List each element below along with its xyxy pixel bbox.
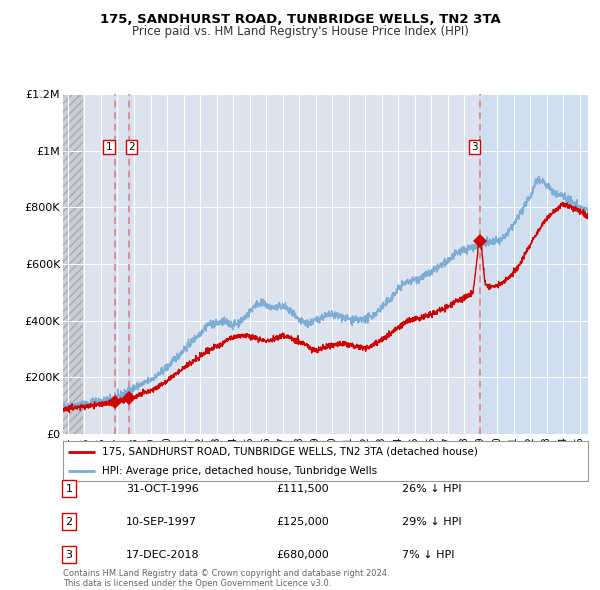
Text: 2: 2 xyxy=(128,142,135,152)
Text: 175, SANDHURST ROAD, TUNBRIDGE WELLS, TN2 3TA (detached house): 175, SANDHURST ROAD, TUNBRIDGE WELLS, TN… xyxy=(103,447,478,457)
Text: 29% ↓ HPI: 29% ↓ HPI xyxy=(402,517,461,526)
Text: 3: 3 xyxy=(65,550,73,559)
Text: 1: 1 xyxy=(106,142,112,152)
Text: 10-SEP-1997: 10-SEP-1997 xyxy=(126,517,197,526)
Text: 175, SANDHURST ROAD, TUNBRIDGE WELLS, TN2 3TA: 175, SANDHURST ROAD, TUNBRIDGE WELLS, TN… xyxy=(100,13,500,26)
Text: £111,500: £111,500 xyxy=(276,484,329,493)
Bar xyxy=(479,94,481,434)
Bar xyxy=(63,94,83,434)
Text: 31-OCT-1996: 31-OCT-1996 xyxy=(126,484,199,493)
Bar xyxy=(114,94,115,434)
Text: 7% ↓ HPI: 7% ↓ HPI xyxy=(402,550,455,559)
Text: HPI: Average price, detached house, Tunbridge Wells: HPI: Average price, detached house, Tunb… xyxy=(103,466,377,476)
Text: 17-DEC-2018: 17-DEC-2018 xyxy=(126,550,200,559)
Bar xyxy=(481,94,588,434)
Text: £125,000: £125,000 xyxy=(276,517,329,526)
Text: 2: 2 xyxy=(65,517,73,526)
Text: 1: 1 xyxy=(65,484,73,493)
Bar xyxy=(128,94,130,434)
Text: 3: 3 xyxy=(471,142,478,152)
Text: Contains HM Land Registry data © Crown copyright and database right 2024.
This d: Contains HM Land Registry data © Crown c… xyxy=(63,569,389,588)
Text: 26% ↓ HPI: 26% ↓ HPI xyxy=(402,484,461,493)
Text: Price paid vs. HM Land Registry's House Price Index (HPI): Price paid vs. HM Land Registry's House … xyxy=(131,25,469,38)
Text: £680,000: £680,000 xyxy=(276,550,329,559)
